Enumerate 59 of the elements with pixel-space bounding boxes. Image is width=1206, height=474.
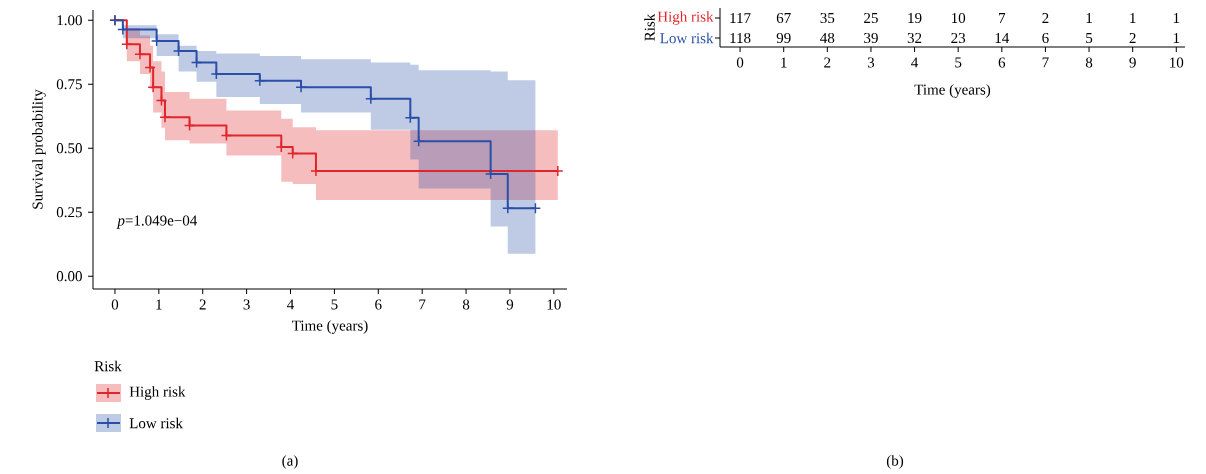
x-tick-label: 2 — [824, 57, 831, 68]
data-label: 10 — [952, 12, 966, 24]
x-tick-label: 6 — [375, 299, 382, 310]
data-label: 1 — [1086, 13, 1092, 23]
data-label: 2 — [1129, 33, 1136, 43]
y-tick-label: 0.25 — [56, 207, 82, 218]
y-axis-title: Survival probability — [32, 89, 46, 209]
data-label: 118 — [730, 32, 751, 44]
x-tick-label: 1 — [781, 57, 787, 68]
x-tick-label: 7 — [419, 299, 426, 310]
x-tick-label: 0 — [736, 57, 744, 68]
data-label: 67 — [776, 12, 791, 24]
x-axis-title: Time (years) — [914, 84, 991, 98]
data-label: 23 — [951, 32, 966, 44]
data-label: 48 — [820, 32, 835, 44]
x-tick-label: 9 — [506, 299, 514, 310]
data-label: 25 — [864, 12, 878, 24]
y-tick-label: 1.00 — [57, 15, 82, 26]
data-label: 39 — [864, 32, 878, 44]
data-label: 2 — [1042, 13, 1049, 23]
x-tick-label: 5 — [331, 299, 338, 310]
x-tick-label: 10 — [547, 299, 561, 310]
text: (a) — [282, 455, 298, 469]
y-tick-label: 0.00 — [56, 271, 82, 282]
legend-label: High risk — [129, 386, 186, 400]
x-tick-label: 4 — [911, 57, 919, 68]
data-label: 6 — [1042, 32, 1049, 44]
data-label: 1 — [1173, 33, 1180, 43]
x-tick-label: 5 — [955, 57, 962, 68]
x-tick-label: 2 — [199, 299, 206, 310]
x-tick-label: 4 — [287, 299, 295, 310]
y-tick-label: 0.50 — [56, 143, 82, 154]
x-tick-label: 8 — [1085, 57, 1093, 68]
x-tick-label: 7 — [1042, 57, 1049, 68]
x-tick-label: 6 — [998, 57, 1006, 68]
x-tick-label: 9 — [1129, 57, 1136, 68]
x-tick-label: 3 — [867, 57, 875, 68]
legend-label: Low risk — [129, 417, 183, 429]
annotation: p=1.049e−04 — [116, 215, 198, 229]
x-tick-label: 10 — [1170, 57, 1184, 68]
data-label: 19 — [908, 12, 922, 24]
data-label: 1 — [1173, 13, 1180, 23]
text: (b) — [886, 455, 904, 469]
data-label: 5 — [1086, 33, 1093, 43]
data-label: 7 — [999, 13, 1006, 23]
x-axis-title: Time (years) — [292, 320, 368, 334]
x-tick-label: 3 — [243, 299, 250, 310]
x-tick-label: 0 — [111, 299, 119, 310]
x-tick-label: 8 — [462, 299, 470, 310]
data-label: 99 — [776, 32, 791, 44]
y-axis-title: Risk — [644, 13, 655, 41]
data-label: 1 — [1130, 13, 1136, 23]
data-label: 35 — [820, 12, 835, 24]
x-tick-label: 1 — [156, 299, 162, 310]
data-label: 117 — [730, 13, 751, 23]
legend-title: Risk — [94, 360, 122, 372]
data-label: 14 — [995, 33, 1010, 43]
data-label: 32 — [907, 32, 922, 44]
y-tick-label: 0.75 — [56, 79, 82, 90]
